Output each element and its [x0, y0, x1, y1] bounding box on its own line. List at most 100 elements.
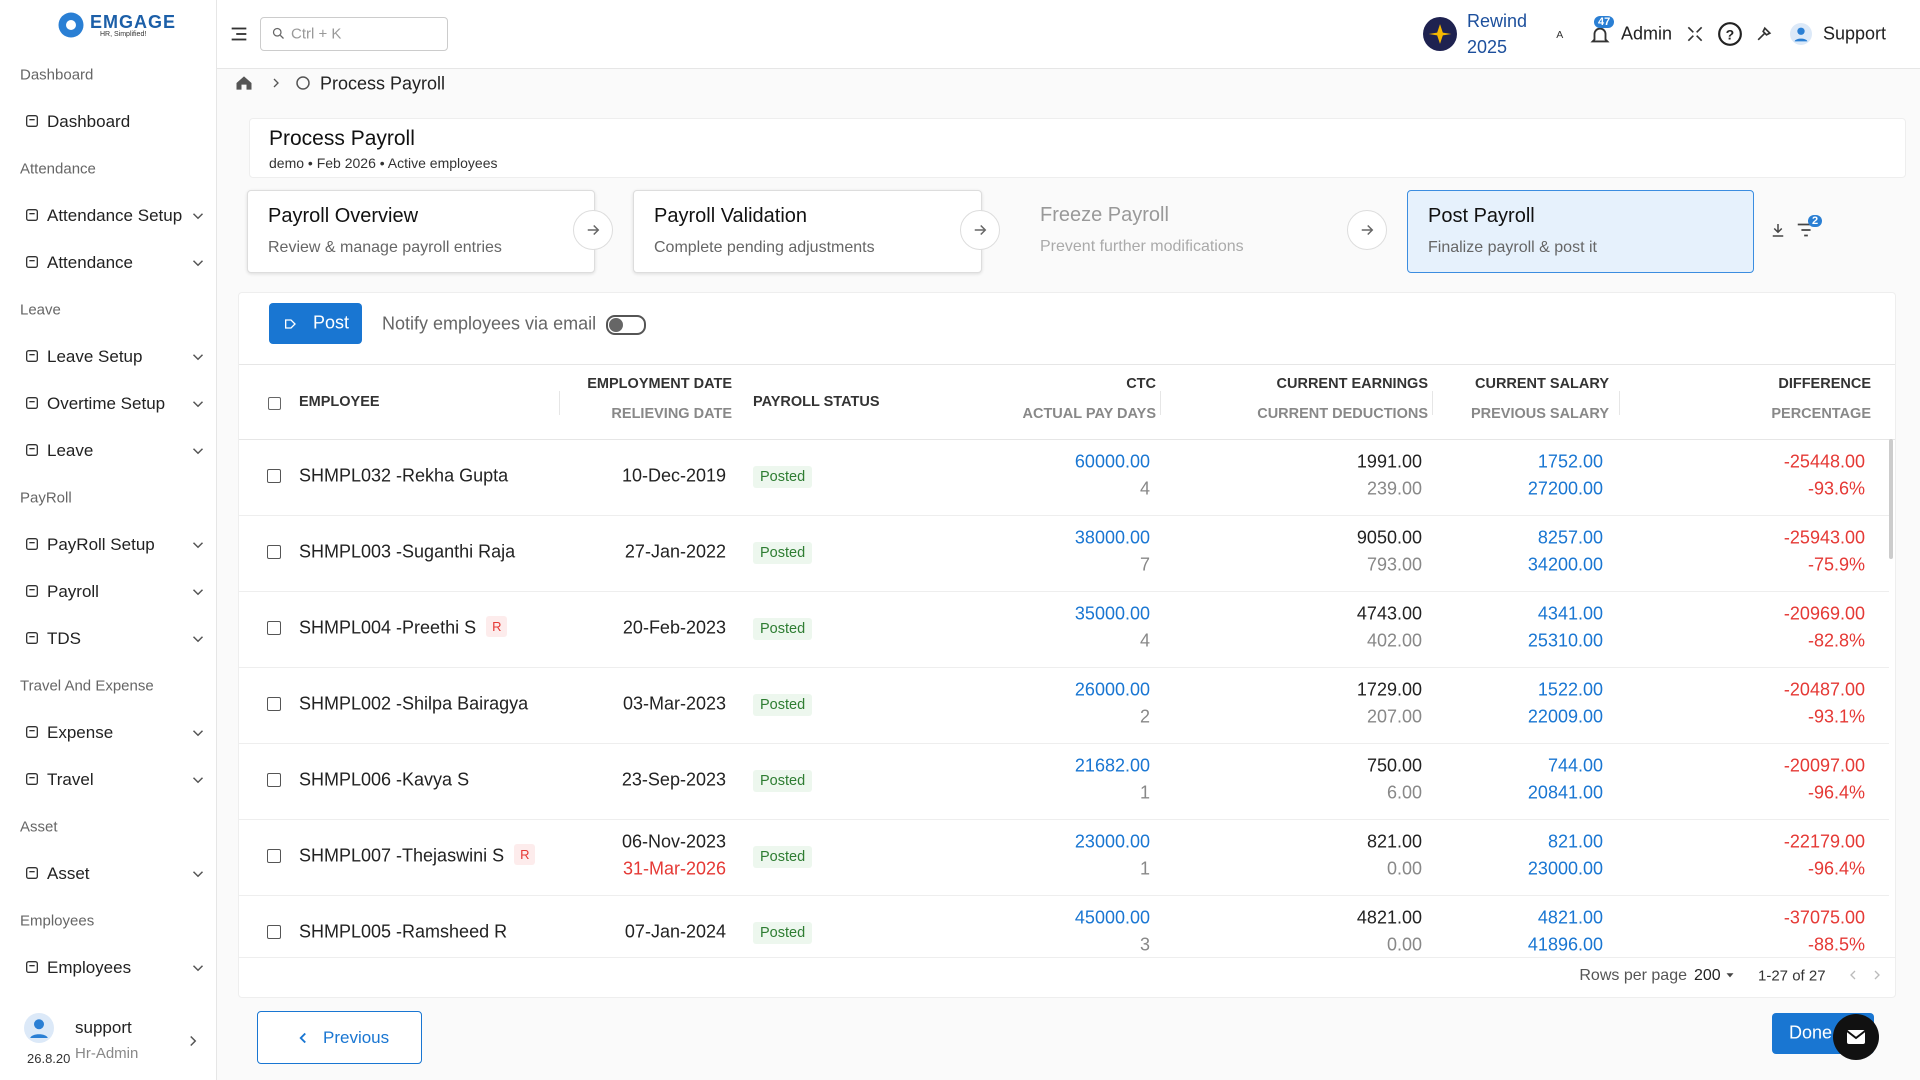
employee: SHMPL006 -Kavya S — [299, 769, 470, 790]
table-row[interactable]: SHMPL005 -Ramsheed R 07-Jan-2024 Posted 450… — [239, 895, 1889, 957]
table-row[interactable]: SHMPL007 -Thejaswini S R 06-Nov-2023 31-Mar… — [239, 819, 1889, 896]
row-checkbox[interactable] — [267, 545, 281, 559]
step-card[interactable]: Payroll Validation Complete pending adjus… — [633, 190, 982, 273]
step-description: Complete pending adjustments — [654, 239, 875, 256]
current-earnings: 821.00 — [1366, 831, 1422, 852]
mail-button[interactable] — [1833, 1014, 1879, 1060]
settings-icon[interactable] — [1754, 24, 1774, 44]
sidebar-expand-icon — [192, 777, 204, 784]
table-row[interactable]: SHMPL002 -Shilpa Bairagya 03-Mar-2023 Post… — [239, 667, 1889, 744]
sidebar-expand-icon — [192, 448, 204, 455]
employment-date: 03-Mar-2023 — [622, 693, 726, 714]
step-arrow-icon — [974, 224, 987, 236]
row-checkbox[interactable] — [267, 621, 281, 635]
search-icon — [272, 27, 284, 39]
table-row[interactable]: SHMPL003 -Suganthi Raja 27-Jan-2022 Posted… — [239, 515, 1889, 592]
rewind-icon[interactable] — [1423, 17, 1457, 51]
column-subheader: RELIEVING DATE — [611, 406, 732, 422]
sidebar-expand-icon — [192, 965, 204, 972]
sidebar-item[interactable]: Leave Setup — [0, 335, 216, 379]
sidebar-expand-icon — [192, 354, 204, 361]
ctc: 26000.00 — [1074, 679, 1150, 700]
sidebar-item-icon — [26, 585, 38, 597]
help-icon[interactable]: ? — [1717, 21, 1743, 47]
step-card[interactable]: Payroll Overview Review & manage payroll … — [247, 190, 595, 273]
sidebar-item[interactable]: Attendance — [0, 241, 216, 285]
ctc: 35000.00 — [1074, 603, 1150, 624]
sidebar-item[interactable]: PayRoll Setup — [0, 523, 216, 567]
rows-per-page-value[interactable]: 200 — [1694, 967, 1721, 984]
step-arrow — [573, 210, 613, 250]
table-row[interactable]: SHMPL032 -Rekha Gupta 10-Dec-2019 Posted 60… — [239, 439, 1889, 516]
sidebar-item[interactable]: Asset — [0, 852, 216, 896]
sidebar-item[interactable]: Payroll — [0, 570, 216, 614]
previous-salary: 34200.00 — [1527, 554, 1603, 575]
relieving-badge: R — [486, 616, 508, 637]
current-salary: 744.00 — [1547, 755, 1603, 776]
user-menu-chevron[interactable] — [184, 1032, 202, 1050]
row-checkbox[interactable] — [267, 469, 281, 483]
home-icon[interactable] — [234, 73, 254, 93]
employee: SHMPL005 -Ramsheed R — [299, 921, 508, 942]
step-card[interactable]: Freeze Payroll Prevent further modificati… — [1020, 190, 1347, 271]
table-row[interactable]: SHMPL006 -Kavya S 23-Sep-2023 Posted 21682.… — [239, 743, 1889, 820]
table-card: Post Notify employees via email EMPLOYEE EM… — [238, 292, 1896, 998]
column-header: CURRENT SALARY — [1475, 376, 1609, 392]
payroll-status: Posted — [753, 694, 813, 716]
support-label[interactable]: Support — [1823, 23, 1887, 44]
app-version: 26.8.20 — [27, 1051, 71, 1066]
fullscreen-icon[interactable] — [1685, 24, 1705, 44]
sidebar-expand-icon — [192, 213, 204, 220]
payroll-icon — [296, 76, 310, 90]
translate-icon[interactable]: A — [1554, 25, 1572, 43]
next-page[interactable] — [1869, 967, 1885, 983]
row-checkbox[interactable] — [267, 925, 281, 939]
current-deductions: 207.00 — [1366, 706, 1422, 727]
sidebar-item[interactable]: Dashboard — [0, 100, 216, 144]
sidebar-item[interactable]: Travel — [0, 758, 216, 802]
sidebar-item[interactable]: Employees — [0, 946, 216, 990]
prev-page[interactable] — [1845, 967, 1861, 983]
percentage: -96.4% — [1807, 782, 1865, 803]
notification-icon[interactable] — [1589, 24, 1611, 46]
step-title: Payroll Overview — [268, 205, 419, 227]
notify-toggle[interactable] — [606, 315, 646, 335]
menu-toggle[interactable] — [228, 23, 250, 45]
actual-pay-days: 4 — [1139, 630, 1150, 651]
sidebar-item[interactable]: Attendance Setup — [0, 194, 216, 238]
sidebar-item-label: Overtime Setup — [47, 394, 166, 413]
sidebar-item-icon — [26, 632, 38, 644]
payroll-status: Posted — [753, 846, 813, 868]
sidebar-item[interactable]: TDS — [0, 617, 216, 661]
employment-date: 23-Sep-2023 — [621, 769, 726, 790]
sidebar-item[interactable]: Expense — [0, 711, 216, 755]
column-header: EMPLOYEE — [299, 394, 380, 410]
post-button[interactable]: Post — [269, 303, 362, 344]
row-checkbox[interactable] — [267, 697, 281, 711]
previous-button[interactable]: Previous — [257, 1011, 422, 1064]
row-checkbox[interactable] — [267, 773, 281, 787]
svg-text:A: A — [1556, 29, 1563, 41]
sidebar-expand-icon — [192, 589, 204, 596]
rows-per-page-dropdown[interactable] — [1723, 968, 1737, 982]
sidebar-item[interactable]: Leave — [0, 429, 216, 473]
select-all-checkbox[interactable] — [268, 397, 281, 410]
search-box[interactable]: Ctrl + K — [260, 17, 448, 51]
relieving-badge: R — [514, 844, 536, 865]
employment-date: 07-Jan-2024 — [624, 921, 726, 942]
user-name: support — [75, 1018, 132, 1037]
sidebar-item[interactable]: Overtime Setup — [0, 382, 216, 426]
svg-text:?: ? — [1726, 26, 1735, 42]
footer: Previous Done — [217, 998, 1920, 1080]
table-row[interactable]: SHMPL004 -Preethi S R 20-Feb-2023 Posted 350… — [239, 591, 1889, 668]
sidebar-item-icon — [26, 115, 38, 127]
row-checkbox[interactable] — [267, 849, 281, 863]
step-title: Freeze Payroll — [1040, 204, 1169, 226]
current-salary: 1522.00 — [1537, 679, 1603, 700]
sidebar-item-icon — [26, 397, 38, 409]
admin-label[interactable]: Admin — [1621, 23, 1673, 44]
download-icon[interactable] — [1769, 221, 1787, 239]
column-subheader: ACTUAL PAY DAYS — [1022, 406, 1157, 422]
step-card[interactable]: Post Payroll Finalize payroll & post it — [1407, 190, 1754, 273]
